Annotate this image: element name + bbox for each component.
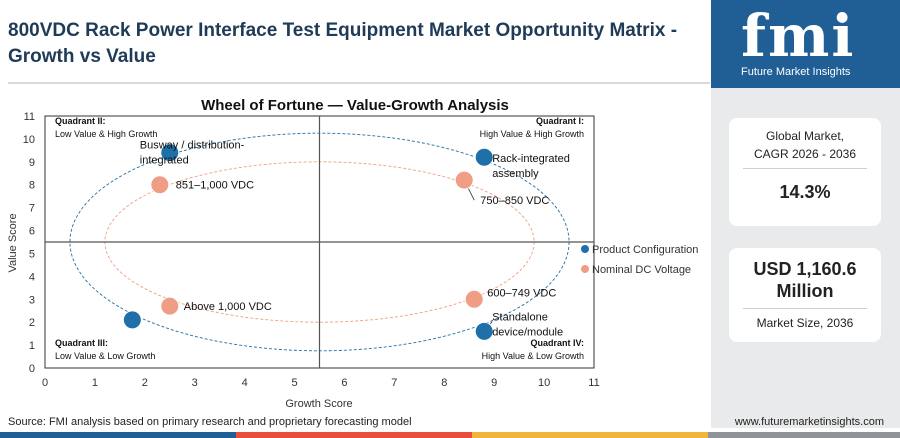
quadrant-title: Quadrant I: <box>536 116 584 126</box>
legend-label: Product Configuration <box>592 244 698 256</box>
voltage-point <box>150 175 170 195</box>
x-tick-label: 8 <box>441 377 447 389</box>
x-tick-label: 11 <box>588 377 599 389</box>
y-tick-label: 0 <box>29 363 35 375</box>
point-label: 750–850 VDC <box>480 195 549 207</box>
quadrant-subtitle: Low Value & High Growth <box>55 129 157 139</box>
point-label: assembly <box>492 168 539 180</box>
website-url: www.futuremarketinsights.com <box>734 416 884 428</box>
market-size-card: USD 1,160.6 Million Market Size, 2036 <box>729 248 881 342</box>
footer-bar-amber <box>472 432 708 438</box>
config-point <box>474 321 494 341</box>
point-label: device/module <box>492 326 563 338</box>
point-label: Busway / distribution- <box>140 140 245 152</box>
y-tick-label: 5 <box>29 248 35 260</box>
x-tick-label: 1 <box>92 377 98 389</box>
point-label: 851–1,000 VDC <box>176 180 254 192</box>
y-tick-label: 7 <box>29 203 35 215</box>
quadrant-title: Quadrant II: <box>55 116 106 126</box>
quadrant-title: Quadrant III: <box>55 338 108 348</box>
x-tick-label: 6 <box>341 377 347 389</box>
fmi-logo: fmi <box>741 2 856 70</box>
voltage-point <box>454 170 474 190</box>
market-size-value-line1: USD 1,160.6 <box>753 259 857 279</box>
point-label: 600–749 VDC <box>487 287 556 299</box>
y-tick-label: 10 <box>23 134 35 146</box>
y-tick-label: 3 <box>29 294 35 306</box>
legend-label: Nominal DC Voltage <box>592 264 691 276</box>
cagr-card: Global Market, CAGR 2026 - 2036 14.3% <box>729 118 881 226</box>
point-label: Rack-integrated <box>492 153 570 165</box>
config-point <box>474 147 494 167</box>
x-tick-label: 10 <box>538 377 550 389</box>
quadrant-title: Quadrant IV: <box>530 338 584 348</box>
point-label: integrated <box>140 155 189 167</box>
quadrant-subtitle: High Value & High Growth <box>480 129 584 139</box>
source-note: Source: FMI analysis based on primary re… <box>8 416 412 428</box>
config-point <box>160 143 180 163</box>
cagr-value: 14.3% <box>779 182 831 202</box>
quadrant-subtitle: Low Value & Low Growth <box>55 351 155 361</box>
x-tick-label: 4 <box>242 377 248 389</box>
cagr-label-line1: Global Market, <box>765 129 845 143</box>
x-tick-label: 5 <box>291 377 297 389</box>
title-divider <box>8 82 710 84</box>
y-tick-label: 6 <box>29 226 35 238</box>
cagr-divider <box>743 168 867 169</box>
market-size-label: Market Size, 2036 <box>756 316 854 330</box>
x-tick-label: 7 <box>391 377 397 389</box>
x-tick-label: 3 <box>192 377 198 389</box>
x-tick-label: 2 <box>142 377 148 389</box>
y-axis-label: Value Score <box>7 213 19 272</box>
size-divider <box>743 308 867 309</box>
market-size-value-line2: Million <box>776 281 834 301</box>
brand-tagline: Future Market Insights <box>741 66 851 78</box>
cagr-label-line2: CAGR 2026 - 2036 <box>753 147 857 161</box>
point-label: Standalone <box>492 311 548 323</box>
x-tick-label: 0 <box>42 377 48 389</box>
y-tick-label: 8 <box>29 180 35 192</box>
opportunity-matrix-chart: Wheel of Fortune — Value-Growth Analysis… <box>7 97 699 410</box>
legend-marker <box>581 265 589 273</box>
y-tick-label: 2 <box>29 317 35 329</box>
footer-bar-blue <box>0 432 236 438</box>
x-axis-label: Growth Score <box>285 398 352 410</box>
x-tick-label: 9 <box>491 377 497 389</box>
brand-panel: fmi Future Market Insights <box>711 0 900 88</box>
footer-bar-grey <box>708 432 900 438</box>
config-point <box>122 310 142 330</box>
quadrant-subtitle: High Value & Low Growth <box>482 351 584 361</box>
voltage-point <box>464 289 484 309</box>
voltage-point <box>160 296 180 316</box>
page-title: 800VDC Rack Power Interface Test Equipme… <box>8 20 678 67</box>
legend-marker <box>581 245 589 253</box>
y-tick-label: 1 <box>29 340 35 352</box>
point-label: Above 1,000 VDC <box>184 301 272 313</box>
footer-bar-red <box>236 432 472 438</box>
y-tick-label: 11 <box>24 111 35 123</box>
plot-area: 0 1 2 3 4 5 6 7 8 9 10 11 0 1 2 3 4 5 6 7 8 9 10 11 Quadrant II:… <box>23 111 699 389</box>
y-tick-label: 4 <box>29 271 35 283</box>
y-tick-label: 9 <box>29 157 35 169</box>
stats-sidebar: Global Market, CAGR 2026 - 2036 14.3% US… <box>711 88 900 428</box>
chart-title: Wheel of Fortune — Value-Growth Analysis <box>201 97 509 114</box>
